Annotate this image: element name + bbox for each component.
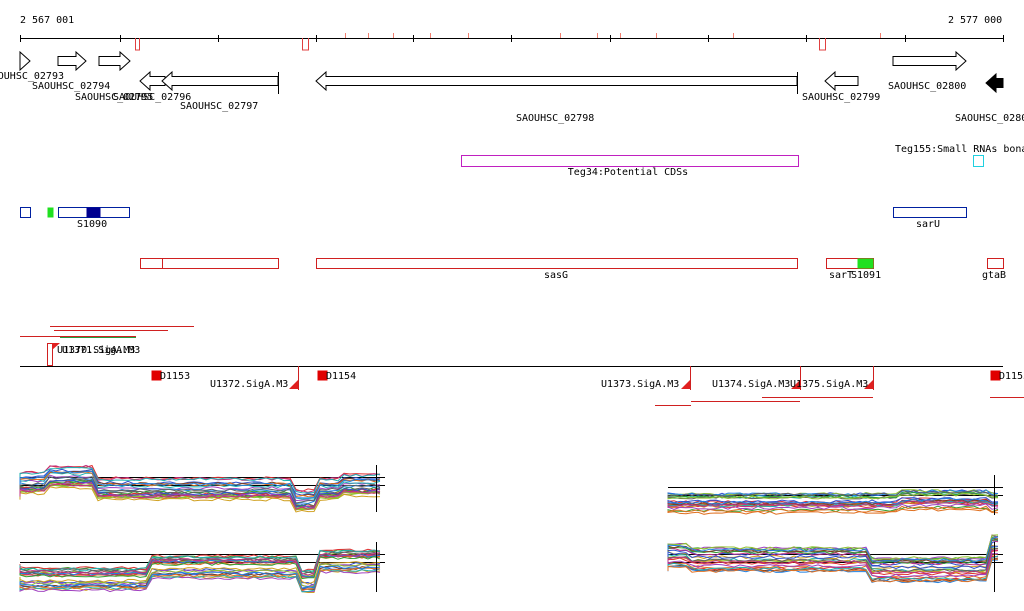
feature-box (857, 258, 874, 269)
ruler-marker (819, 38, 826, 51)
operon-box (151, 370, 162, 381)
gene-label: SAOUHSC_02796 (113, 92, 191, 103)
u1372-label: U1372.SigA.M3 (210, 379, 288, 390)
gene-label: SAOUHSC_02799 (802, 92, 880, 103)
gene-arrow (824, 70, 859, 92)
u1370-label: U1370.SigA.M3 (57, 345, 135, 356)
expression-trace (667, 503, 999, 510)
expression-trace (667, 491, 999, 499)
expression-trace (667, 539, 999, 565)
expression-trace (19, 470, 381, 499)
promoter (681, 380, 690, 389)
gene-label: SAOUHSC_0280 (955, 113, 1024, 124)
expression-trace (19, 552, 381, 576)
u1371-label: U1371.SigA.M3 (62, 345, 140, 356)
expression-trace (667, 555, 999, 581)
teg155-label: Teg155:Small RNAs bona (895, 144, 1024, 155)
gene-arrow (19, 50, 31, 72)
promoter (289, 380, 298, 389)
expression-trace (667, 505, 999, 513)
expression-trace (667, 539, 999, 566)
feature-box (893, 207, 967, 218)
expression-trace (19, 476, 381, 504)
operon-box (990, 370, 1001, 381)
expression-trace (19, 561, 381, 585)
feature-box (47, 207, 54, 218)
expression-trace (667, 497, 999, 505)
feature-box (987, 258, 1004, 269)
gene-arrow (985, 72, 1004, 94)
teg34-label: Teg34:Potential CDSs (568, 167, 688, 178)
saru-label: sarU (916, 219, 940, 230)
expression-trace (19, 480, 381, 508)
gene-label: SAOUHSC_02800 (888, 81, 966, 92)
s1091-label: S1091 (851, 270, 881, 281)
u1374-label: U1374.SigA.M3 (712, 379, 790, 390)
feature-box (20, 207, 31, 218)
ruler-start: 2 567 001 (20, 15, 74, 26)
d1154-label: D1154 (326, 371, 356, 382)
u1373-label: U1373.SigA.M3 (601, 379, 679, 390)
expression-trace (19, 476, 381, 505)
expression-trace (19, 565, 381, 589)
expression-trace (667, 536, 999, 563)
promoter (52, 343, 60, 350)
gene-label: SAOUHSC_02795 (75, 92, 153, 103)
expression-trace (667, 558, 999, 583)
expression-trace (19, 466, 381, 494)
expression-trace (19, 483, 381, 510)
expression-trace (667, 547, 999, 573)
ruler-end: 2 577 000 (948, 15, 1002, 26)
s1090-label: S1090 (77, 219, 107, 230)
expression-trace (667, 507, 999, 515)
ruler-marker (135, 38, 140, 51)
feature-box (86, 207, 101, 218)
expression-trace (667, 545, 999, 569)
gene-label: SAOUHSC_02794 (32, 81, 110, 92)
teg155-box (973, 155, 984, 167)
feature-box (162, 258, 279, 269)
expression-trace (667, 553, 999, 578)
expression-trace (667, 549, 999, 574)
gene-arrow (161, 70, 279, 92)
gene-arrow (98, 50, 131, 72)
feature-box (316, 258, 798, 269)
u1375-label: U1375.SigA.M3 (790, 379, 868, 390)
gene-arrow (139, 70, 166, 92)
promoter (47, 343, 53, 366)
expression-trace (667, 489, 999, 497)
expression-trace (667, 492, 999, 500)
expression-trace (667, 498, 999, 506)
d1155-label: D1155 (999, 371, 1024, 382)
gene-arrow (892, 50, 967, 72)
gene-arrow (315, 70, 798, 92)
gene-label: SAOUHSC_02798 (516, 113, 594, 124)
ruler-marker (302, 38, 309, 51)
expression-trace (667, 500, 999, 508)
expression-trace (19, 555, 381, 580)
gene-arrow (57, 50, 87, 72)
promoter (864, 380, 873, 389)
feature-box (140, 258, 163, 269)
teg34-box (461, 155, 799, 167)
expression-trace (19, 567, 381, 592)
gtab-label: gtaB (982, 270, 1006, 281)
expression-trace (667, 534, 999, 561)
gene-label: SAOUHSC_02797 (180, 101, 258, 112)
expression-trace (19, 549, 381, 573)
expression-trace (667, 537, 999, 563)
operon-box (317, 370, 328, 381)
d1153-label: D1153 (160, 371, 190, 382)
promoter (791, 380, 800, 389)
sart-label: sarT (829, 270, 853, 281)
sasg-label: sasG (544, 270, 568, 281)
expression-trace (19, 486, 381, 513)
gene-label: SAOUHSC_02793 (0, 71, 64, 82)
